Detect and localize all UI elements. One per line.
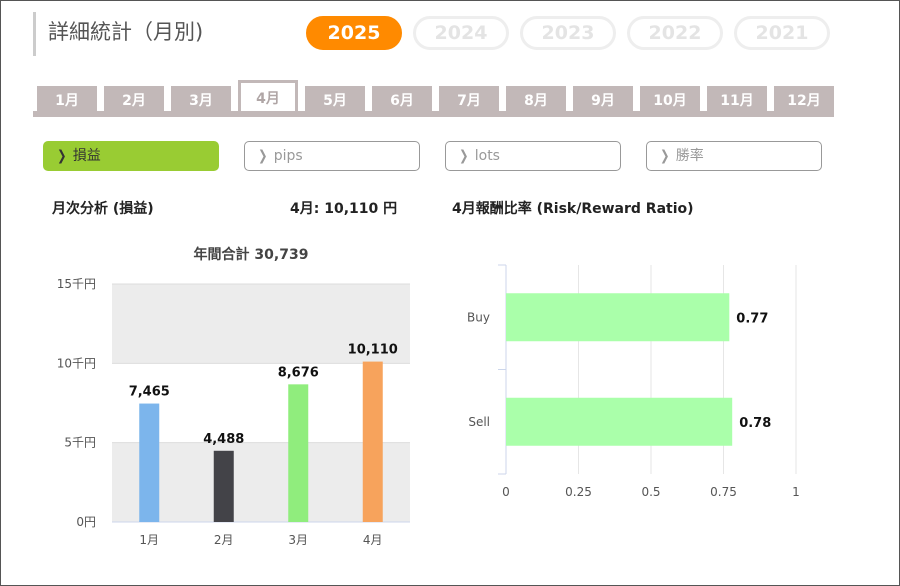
- metric-selector: ❯ 損益 ❯ pips ❯ lots ❯ 勝率: [43, 141, 847, 171]
- x-tick-label: 0: [502, 485, 510, 499]
- month-value: 4月: 10,110 円: [290, 201, 398, 217]
- data-label: 4,488: [203, 432, 244, 447]
- chevron-right-icon: ❯: [258, 148, 268, 164]
- year-button-2025[interactable]: 2025: [306, 16, 402, 50]
- bar: [139, 403, 160, 522]
- bar: [362, 361, 383, 522]
- x-tick-label: 2月: [214, 533, 234, 547]
- year-button-2021[interactable]: 2021: [734, 16, 830, 50]
- chevron-right-icon: ❯: [459, 148, 469, 164]
- chart-title: 年間合計 30,739: [194, 246, 309, 263]
- year-button-2023[interactable]: 2023: [520, 16, 616, 50]
- month-tab-4[interactable]: 4月: [238, 80, 298, 117]
- x-tick-label: 0.75: [710, 485, 737, 499]
- title-bar: 詳細統計（月別): [33, 12, 203, 56]
- y-tick-label: Buy: [467, 310, 490, 324]
- metric-button-1[interactable]: ❯ pips: [244, 141, 420, 171]
- metric-label: 勝率: [675, 148, 704, 164]
- bar: [288, 384, 309, 522]
- metric-button-0[interactable]: ❯ 損益: [43, 141, 219, 171]
- year-selector: 2025 2024 2023 2022 2021: [306, 16, 841, 50]
- data-label: 10,110: [348, 343, 398, 358]
- x-tick-label: 1月: [139, 533, 159, 547]
- y-tick-label: Sell: [468, 415, 490, 429]
- y-tick-label: 15千円: [57, 277, 96, 291]
- data-label: 7,465: [129, 385, 170, 400]
- y-tick-label: 5千円: [64, 436, 96, 450]
- metric-label: pips: [273, 148, 303, 164]
- ratio-title: 4月報酬比率 (Risk/Reward Ratio): [452, 201, 694, 217]
- metric-button-3[interactable]: ❯ 勝率: [646, 141, 822, 171]
- data-label: 0.78: [739, 416, 771, 431]
- plot-band: [112, 442, 410, 522]
- bar: [506, 293, 730, 342]
- x-tick-label: 3月: [288, 533, 308, 547]
- plot-band: [112, 284, 410, 364]
- data-label: 0.77: [736, 311, 768, 326]
- data-label: 8,676: [278, 365, 319, 380]
- monthly-profit-chart: 年間合計 30,739 0円 5千円 10千円 15千円 7,465 1月 4,488 2月 8,…: [57, 246, 410, 547]
- chevron-right-icon: ❯: [660, 148, 670, 164]
- x-tick-label: 1: [792, 485, 800, 499]
- bar: [506, 397, 733, 446]
- y-tick-label: 10千円: [57, 356, 96, 370]
- page-title: 詳細統計（月別): [48, 20, 204, 44]
- x-tick-label: 4月: [363, 533, 383, 547]
- month-tab-underline: [33, 111, 833, 117]
- metric-label: 損益: [72, 148, 101, 164]
- year-button-2022[interactable]: 2022: [627, 16, 723, 50]
- y-tick-label: 0円: [76, 515, 96, 529]
- risk-reward-chart: 0 0.25 0.5 0.75 1 0.77 Buy 0.78 Sell: [467, 264, 800, 499]
- year-button-2024[interactable]: 2024: [413, 16, 509, 50]
- x-tick-label: 0.25: [565, 485, 592, 499]
- bar: [213, 450, 234, 522]
- chevron-right-icon: ❯: [57, 148, 67, 164]
- metric-button-2[interactable]: ❯ lots: [445, 141, 621, 171]
- metric-label: lots: [474, 148, 500, 164]
- monthly-analysis-label: 月次分析 (損益): [52, 201, 154, 217]
- x-tick-label: 0.5: [641, 485, 660, 499]
